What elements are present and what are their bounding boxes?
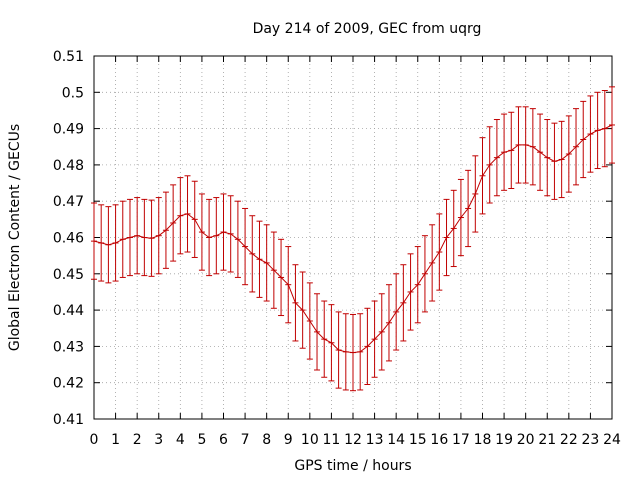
x-tick-label: 15 <box>409 432 427 448</box>
x-tick-label: 16 <box>430 432 448 448</box>
x-tick-label: 8 <box>262 432 271 448</box>
x-tick-label: 9 <box>284 432 293 448</box>
x-tick-label: 24 <box>603 432 621 448</box>
x-tick-label: 6 <box>219 432 228 448</box>
x-tick-label: 7 <box>241 432 250 448</box>
y-tick-label: 0.45 <box>53 267 84 283</box>
y-tick-label: 0.41 <box>53 412 84 428</box>
x-tick-label: 14 <box>387 432 405 448</box>
x-axis-label: GPS time / hours <box>294 458 411 474</box>
x-tick-label: 4 <box>176 432 185 448</box>
y-tick-label: 0.44 <box>53 303 84 319</box>
x-tick-label: 1 <box>111 432 120 448</box>
x-tick-label: 2 <box>133 432 142 448</box>
y-tick-label: 0.46 <box>53 231 84 247</box>
x-tick-label: 10 <box>301 432 319 448</box>
y-axis-label: Global Electron Content / GECUs <box>7 124 23 351</box>
data-point <box>609 86 615 164</box>
series-line <box>93 124 613 354</box>
x-tick-label: 22 <box>560 432 578 448</box>
x-tick-label: 17 <box>452 432 470 448</box>
x-tick-label: 23 <box>582 432 600 448</box>
x-tick-label: 21 <box>538 432 556 448</box>
y-tick-label: 0.47 <box>53 194 84 210</box>
x-tick-label: 13 <box>366 432 384 448</box>
x-tick-label: 12 <box>344 432 362 448</box>
x-tick-label: 18 <box>474 432 492 448</box>
y-tick-label: 0.49 <box>53 122 84 138</box>
data-series <box>91 86 615 392</box>
x-tick-label: 5 <box>197 432 206 448</box>
y-tick-label: 0.42 <box>53 376 84 392</box>
x-tick-label: 19 <box>495 432 513 448</box>
x-tick-label: 3 <box>154 432 163 448</box>
x-tick-label: 11 <box>323 432 341 448</box>
axis-ticks: 0 1 2 3 4 5 6 7 8 9 10 11 12 13 14 15 16 17 18 19 20 21 22 23 24… <box>53 49 621 448</box>
x-tick-label: 20 <box>517 432 535 448</box>
chart-title: Day 214 of 2009, GEC from uqrg <box>253 21 482 37</box>
x-tick-label: 0 <box>90 432 99 448</box>
y-tick-label: 0.5 <box>62 85 84 101</box>
y-tick-label: 0.43 <box>53 339 84 355</box>
y-tick-label: 0.48 <box>53 158 84 174</box>
y-tick-label: 0.51 <box>53 49 84 65</box>
